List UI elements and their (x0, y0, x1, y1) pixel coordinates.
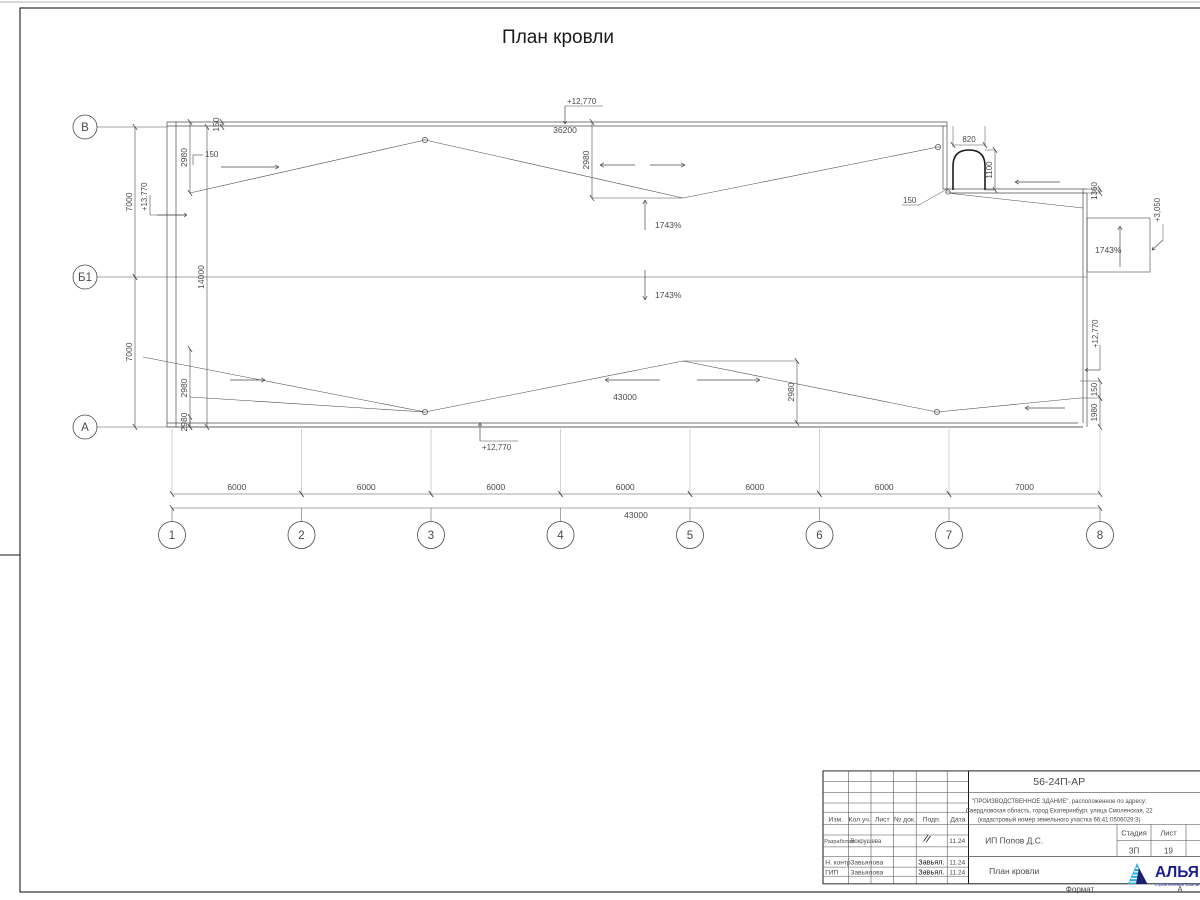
svg-text:6000: 6000 (486, 482, 505, 492)
svg-text:В: В (81, 122, 89, 134)
svg-text:План кровли: План кровли (502, 27, 614, 48)
svg-text:1743%: 1743% (655, 290, 682, 300)
svg-text:2980: 2980 (179, 378, 189, 397)
svg-text:Подп.: Подп. (923, 817, 941, 824)
svg-text:6000: 6000 (616, 482, 635, 492)
svg-text:56-24П-АР: 56-24П-АР (1033, 776, 1085, 788)
svg-text:ЗП: ЗП (1129, 846, 1140, 855)
svg-text://: // (922, 833, 931, 845)
svg-text:ИП Попов Д.С.: ИП Попов Д.С. (985, 836, 1043, 846)
svg-text:2980: 2980 (581, 150, 591, 169)
svg-text:Б1: Б1 (78, 272, 92, 284)
svg-text:5: 5 (687, 530, 693, 542)
svg-text:11.24: 11.24 (949, 860, 965, 867)
svg-text:43000: 43000 (613, 392, 637, 402)
svg-text:2980: 2980 (179, 412, 189, 431)
svg-text:1: 1 (169, 530, 175, 542)
svg-text:7000: 7000 (124, 342, 134, 361)
svg-text:820: 820 (962, 135, 976, 144)
svg-text:1743%: 1743% (1095, 245, 1122, 255)
svg-text:Завьял.: Завьял. (918, 868, 944, 877)
svg-text:+12,770: +12,770 (482, 443, 512, 452)
svg-text:Завьялова: Завьялова (850, 860, 883, 867)
svg-text:+12,770: +12,770 (567, 97, 597, 106)
svg-text:Формат: Формат (1066, 885, 1095, 894)
svg-text:150: 150 (903, 196, 917, 205)
svg-text:7000: 7000 (124, 192, 134, 211)
svg-text:8: 8 (1097, 530, 1103, 542)
svg-text:11.24: 11.24 (949, 838, 965, 845)
svg-text:АЛЬЯНС: АЛЬЯНС (1155, 864, 1200, 881)
svg-text:Кол.уч.: Кол.уч. (849, 817, 871, 824)
svg-text:150: 150 (1090, 382, 1099, 396)
svg-text:150: 150 (211, 117, 221, 131)
svg-text:ГИП: ГИП (825, 870, 838, 877)
svg-text:43000: 43000 (624, 510, 648, 520)
svg-text:Свердловская область, город Ек: Свердловская область, город Екатеринбург… (966, 809, 1154, 815)
svg-text:Стадия: Стадия (1121, 828, 1147, 837)
svg-text:6000: 6000 (227, 482, 246, 492)
svg-text:+13.770: +13.770 (140, 182, 149, 211)
svg-text:1360: 1360 (1090, 182, 1099, 200)
svg-text:Дата: Дата (950, 817, 965, 824)
svg-text:"ПРОИЗВОДСТВЕННОЕ ЗДАНИЕ", рас: "ПРОИЗВОДСТВЕННОЕ ЗДАНИЕ", расположенное… (972, 799, 1147, 805)
svg-text:Изм.: Изм. (829, 817, 844, 824)
svg-text:2980: 2980 (179, 148, 189, 167)
svg-text:2: 2 (298, 530, 304, 542)
svg-text:14000: 14000 (196, 265, 206, 289)
svg-text:3: 3 (428, 530, 434, 542)
svg-text:(кадастровый номер земельного: (кадастровый номер земельного участка 66… (978, 817, 1141, 824)
svg-text:7000: 7000 (1015, 482, 1034, 492)
svg-text:1980: 1980 (1090, 403, 1099, 421)
svg-text:Завьял.: Завьял. (918, 858, 944, 867)
svg-text:4: 4 (557, 530, 564, 542)
svg-text:6: 6 (816, 530, 822, 542)
svg-text:Вокрушева: Вокрушева (850, 839, 882, 845)
svg-text:Н. контр.: Н. контр. (825, 860, 852, 867)
svg-text:36200: 36200 (553, 125, 577, 135)
svg-text:1743%: 1743% (655, 220, 682, 230)
svg-text:План кровли: План кровли (989, 866, 1039, 876)
svg-text:Завьялова: Завьялова (850, 870, 883, 877)
svg-text:Лист: Лист (875, 817, 890, 824)
svg-text:6000: 6000 (745, 482, 764, 492)
svg-text:А: А (1177, 885, 1183, 894)
svg-text:2980: 2980 (786, 382, 796, 401)
svg-text:+12,770: +12,770 (1091, 319, 1100, 348)
svg-text:19: 19 (1164, 846, 1173, 855)
svg-text:6000: 6000 (357, 482, 376, 492)
svg-text:1100: 1100 (985, 161, 994, 179)
svg-text:7: 7 (946, 530, 952, 542)
svg-text:№ док.: № док. (894, 817, 916, 824)
svg-text:150: 150 (205, 150, 219, 159)
svg-text:+3,050: +3,050 (1153, 197, 1162, 222)
svg-text:A: A (81, 422, 89, 434)
svg-text:Лист: Лист (1160, 828, 1177, 837)
svg-text:11.24: 11.24 (949, 870, 965, 877)
svg-text:6000: 6000 (875, 482, 894, 492)
